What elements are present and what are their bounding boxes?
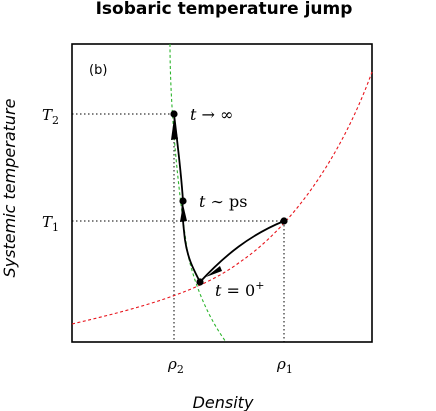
label-t-zero: t = 0+ — [215, 279, 264, 300]
label-t-infinity: t → ∞ — [190, 105, 233, 124]
figure-title: Isobaric temperature jump — [96, 0, 353, 19]
x-axis-label: Density — [193, 393, 254, 411]
panel-label: (b) — [89, 63, 107, 78]
xtick-rho2: ρ2 — [167, 355, 184, 376]
relaxation-path — [173, 113, 201, 283]
point-rho1-t1 — [280, 217, 288, 225]
ytick-t2: T2 — [42, 106, 59, 127]
red-isobar-curve — [71, 71, 373, 325]
xtick-rho1: ρ1 — [276, 355, 293, 376]
arrowhead-to-zero — [206, 266, 222, 277]
point-t-zero — [196, 278, 204, 286]
label-t-ps: t ∼ ps — [199, 192, 247, 211]
arrowhead-to-ps — [180, 204, 187, 222]
jump-path-segment — [199, 220, 285, 283]
point-t-ps — [179, 197, 187, 205]
y-axis-label: Systemic temperature — [0, 98, 19, 277]
ytick-t1: T1 — [42, 213, 59, 234]
plot-frame — [71, 43, 373, 343]
point-t-infinity — [170, 110, 178, 118]
arrowhead-to-inf — [171, 118, 178, 140]
